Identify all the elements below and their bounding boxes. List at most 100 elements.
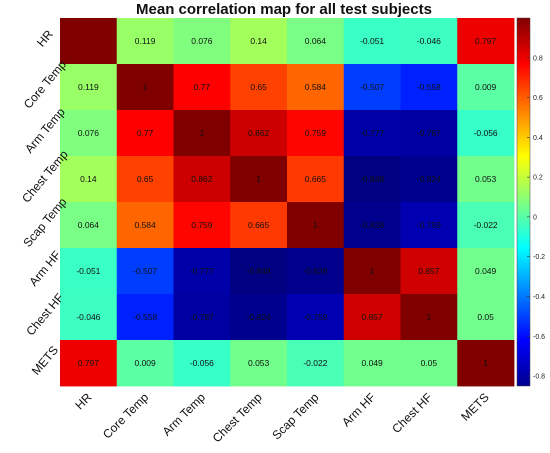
heatmap-cell	[400, 18, 458, 65]
cell-value-label: 1	[200, 128, 205, 138]
cell-value-label: 0.064	[78, 220, 100, 230]
cell-value-label: -0.507	[133, 266, 157, 276]
heatmap-cell	[60, 340, 118, 387]
cell-value-label: -0.046	[417, 36, 441, 46]
heatmap-cell	[457, 156, 515, 203]
cell-value-label: 0.584	[305, 82, 327, 92]
heatmap-cell-labels: 0.119 0.076 0.14 0.064 -0.051 -0.046 0.797 0.11…	[76, 36, 498, 368]
row-label: Arm HF	[26, 248, 63, 289]
column-label: Scap Temp	[269, 390, 321, 442]
heatmap-cell	[173, 248, 231, 295]
heatmap-cell	[116, 294, 174, 341]
cell-value-label: 0.857	[361, 312, 383, 322]
cell-value-label: 1	[143, 82, 148, 92]
heatmap-cell	[60, 64, 118, 111]
heatmap-cell	[287, 294, 345, 341]
heatmap-cell	[60, 110, 118, 157]
cell-value-label: 1	[483, 358, 488, 368]
cell-value-label: 0.665	[248, 220, 270, 230]
column-label: Arm HF	[339, 390, 378, 429]
heatmap-cell	[457, 294, 515, 341]
cell-value-label: 0.064	[305, 36, 327, 46]
heatmap-cell	[116, 156, 174, 203]
heatmap-cell	[457, 248, 515, 295]
heatmap-cell	[173, 294, 231, 341]
heatmap-cell	[173, 18, 231, 65]
cell-value-label: 0.009	[475, 82, 497, 92]
cell-value-label: 0.049	[475, 266, 497, 276]
cell-value-label: -0.824	[247, 312, 271, 322]
heatmap-cell	[343, 18, 401, 65]
cell-value-label: 0.862	[191, 174, 213, 184]
heatmap-cell	[400, 156, 458, 203]
heatmap-cell	[230, 294, 288, 341]
cell-value-label: -0.056	[474, 128, 498, 138]
cell-value-label: 0.797	[78, 358, 100, 368]
heatmap-cells	[60, 18, 515, 387]
heatmap-cell	[230, 248, 288, 295]
cell-value-label: 0.665	[305, 174, 327, 184]
heatmap-cell	[287, 18, 345, 65]
colorbar	[516, 17, 531, 387]
heatmap-cell	[116, 340, 174, 387]
heatmap-cell	[343, 294, 401, 341]
column-label: Chest Temp	[210, 390, 265, 445]
heatmap-cell	[400, 294, 458, 341]
heatmap-cell	[230, 110, 288, 157]
colorbar-tick-label: 0.2	[533, 175, 543, 182]
cell-value-label: -0.824	[417, 174, 441, 184]
heatmap-cell	[60, 156, 118, 203]
row-label: METS	[29, 343, 61, 378]
cell-value-label: 0.14	[250, 36, 267, 46]
cell-value-label: 0.77	[194, 82, 211, 92]
heatmap-cell	[287, 340, 345, 387]
heatmap-cell	[457, 110, 515, 157]
cell-value-label: -0.046	[76, 312, 100, 322]
column-labels: HR Core Temp Arm Temp Chest Temp Scap Temp Ar…	[72, 390, 491, 445]
cell-value-label: 0.05	[421, 358, 438, 368]
cell-value-label: -0.051	[76, 266, 100, 276]
heatmap-cell	[400, 110, 458, 157]
colorbar-tick-label: 0.4	[533, 135, 543, 142]
cell-value-label: 0.076	[78, 128, 100, 138]
heatmap-cell	[173, 340, 231, 387]
cell-value-label: -0.759	[303, 312, 327, 322]
heatmap-cell	[230, 18, 288, 65]
cell-value-label: 0.14	[80, 174, 97, 184]
row-label: HR	[34, 27, 56, 50]
heatmap-cell	[343, 64, 401, 111]
cell-value-label: 0.076	[191, 36, 213, 46]
cell-value-label: -0.558	[133, 312, 157, 322]
cell-value-label: 0.119	[78, 82, 99, 92]
cell-value-label: 0.857	[418, 266, 440, 276]
column-label: METS	[458, 390, 491, 423]
cell-value-label: -0.828	[360, 220, 384, 230]
heatmap-cell	[343, 340, 401, 387]
cell-value-label: 0.759	[191, 220, 213, 230]
colorbar-tick-label: 0.6	[533, 95, 543, 102]
heatmap-cell	[400, 202, 458, 249]
heatmap-cell	[343, 156, 401, 203]
heatmap-cell	[116, 110, 174, 157]
cell-value-label: 0.584	[134, 220, 156, 230]
heatmap-cell	[173, 64, 231, 111]
chart-title: Mean correlation map for all test subjec…	[136, 1, 432, 18]
heatmap-cell	[457, 202, 515, 249]
cell-value-label: -0.759	[417, 220, 441, 230]
cell-value-label: -0.022	[474, 220, 498, 230]
heatmap-cell	[173, 202, 231, 249]
heatmap-cell	[343, 248, 401, 295]
colorbar-tick-label: -0.4	[533, 294, 545, 301]
cell-value-label: 1	[427, 312, 432, 322]
colorbar-tick-label: -0.2	[533, 254, 545, 261]
heatmap-cell	[230, 202, 288, 249]
heatmap-cell	[343, 110, 401, 157]
cell-value-label: 0.759	[305, 128, 327, 138]
heatmap-cell	[60, 248, 118, 295]
heatmap-cell	[173, 110, 231, 157]
column-label: Chest HF	[389, 390, 435, 436]
heatmap-cell	[287, 110, 345, 157]
cell-value-label: 1	[370, 266, 375, 276]
heatmap-cell	[116, 248, 174, 295]
